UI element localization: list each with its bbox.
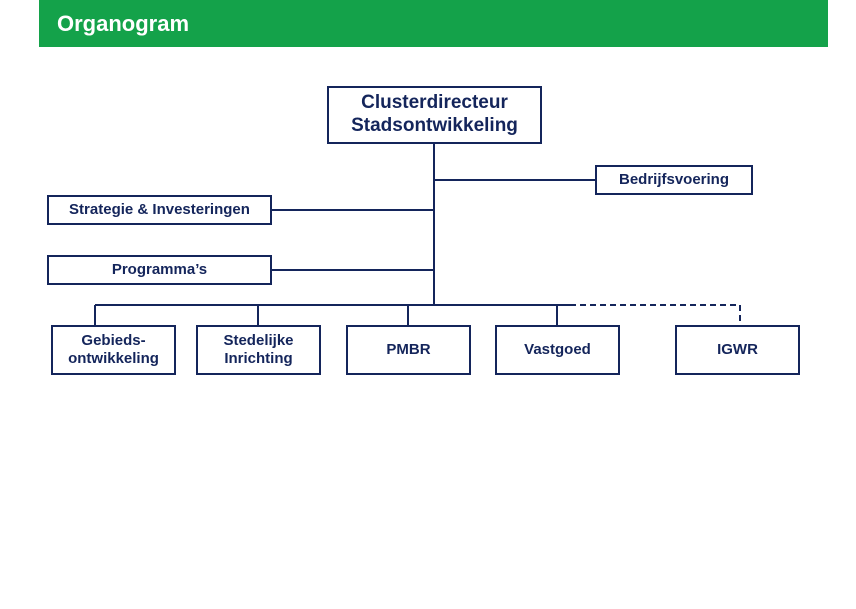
node-vastgoed: Vastgoed xyxy=(495,325,620,375)
node-pmbr-label: PMBR xyxy=(386,341,430,359)
page-title: Organogram xyxy=(57,11,189,37)
node-igwr-label: IGWR xyxy=(717,341,758,359)
page-header: Organogram xyxy=(39,0,828,47)
node-programmas: Programma’s xyxy=(47,255,272,285)
node-stedelijke-label: Stedelijke Inrichting xyxy=(223,332,293,368)
node-gebieds: Gebieds- ontwikkeling xyxy=(51,325,176,375)
node-gebieds-label: Gebieds- ontwikkeling xyxy=(68,332,159,368)
node-root: Clusterdirecteur Stadsontwikkeling xyxy=(327,86,542,144)
node-bedrijfsvoering-label: Bedrijfsvoering xyxy=(619,171,729,189)
node-root-label: Clusterdirecteur Stadsontwikkeling xyxy=(351,92,518,138)
node-vastgoed-label: Vastgoed xyxy=(524,341,591,359)
node-pmbr: PMBR xyxy=(346,325,471,375)
node-bedrijfsvoering: Bedrijfsvoering xyxy=(595,165,753,195)
node-stedelijke: Stedelijke Inrichting xyxy=(196,325,321,375)
node-programmas-label: Programma’s xyxy=(112,261,207,279)
node-strategie-label: Strategie & Investeringen xyxy=(69,201,250,219)
node-igwr: IGWR xyxy=(675,325,800,375)
node-strategie: Strategie & Investeringen xyxy=(47,195,272,225)
